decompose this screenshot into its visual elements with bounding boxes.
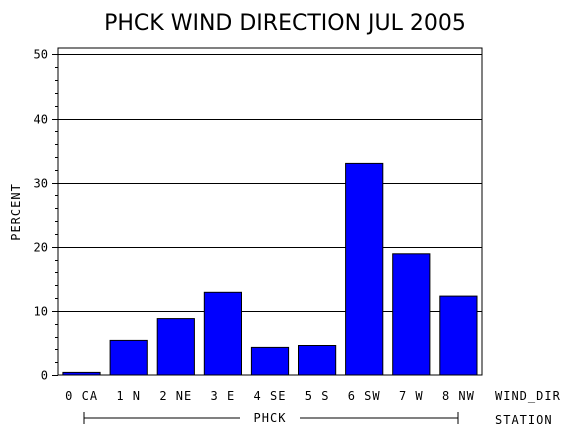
y-tick-label-10: 10 (34, 305, 48, 319)
x-tick-label-5: 5 S (305, 389, 330, 403)
x-tick-label-2: 2 NE (159, 389, 192, 403)
group-axis-label: STATION (495, 413, 553, 427)
x-tick-label-0: 0 CA (65, 389, 98, 403)
bar-8 (439, 295, 478, 376)
x-tick-label-7: 7 W (399, 389, 424, 403)
bar-6 (345, 162, 384, 376)
chart-title: PHCK WIND DIRECTION JUL 2005 (104, 11, 466, 36)
x-tick-label-4: 4 SE (254, 389, 287, 403)
bar-3 (203, 291, 243, 376)
x-tick-label-6: 6 SW (348, 389, 381, 403)
x-tick-label-3: 3 E (211, 389, 236, 403)
y-tick-label-50: 50 (34, 48, 48, 62)
group-name-label: PHCK (254, 411, 287, 425)
x-axis-label: WIND_DIR (495, 389, 561, 403)
y-tick-label-40: 40 (34, 113, 48, 127)
y-axis-label: PERCENT (9, 183, 23, 241)
bar-1 (109, 339, 148, 376)
x-tick-label-8: 8 NW (442, 389, 475, 403)
y-tick-label-20: 20 (34, 241, 48, 255)
bar-4 (250, 346, 290, 376)
bar-2 (156, 318, 195, 376)
group-bracket: PHCK (83, 411, 459, 425)
y-tick-label-0: 0 (41, 369, 48, 383)
bar-7 (392, 253, 431, 376)
y-tick-label-30: 30 (34, 177, 48, 191)
plot-frame (57, 47, 483, 376)
x-axis: 0 CA 1 N 2 NE 3 E 4 SE 5 S 6 SW 7 W 8 NW (65, 389, 475, 403)
bar-5 (298, 345, 337, 376)
x-tick-label-1: 1 N (116, 389, 141, 403)
bars (62, 162, 478, 376)
y-axis: 0 10 20 30 40 50 (34, 48, 58, 383)
